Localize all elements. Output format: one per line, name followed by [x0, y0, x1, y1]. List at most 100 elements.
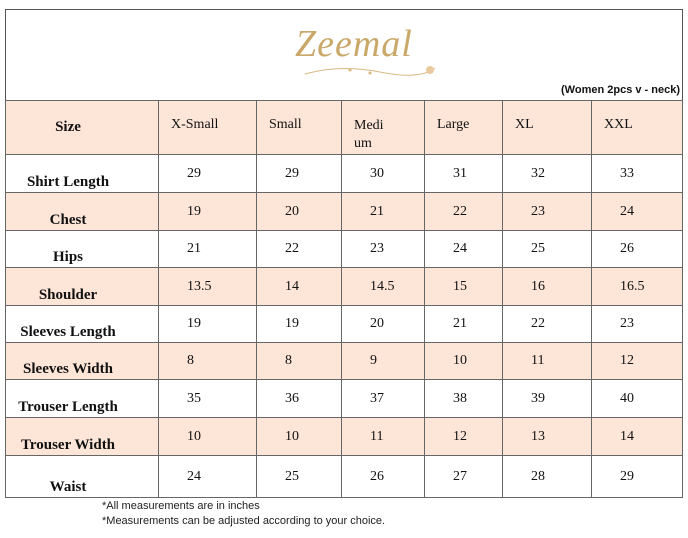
- cell-text: 23: [531, 203, 545, 219]
- cell-text: 13: [531, 428, 545, 444]
- cell-text: 8: [187, 353, 194, 368]
- value-cell: 29: [592, 456, 683, 498]
- value-cell: 35: [159, 380, 257, 418]
- cell-text: 24: [620, 203, 634, 219]
- cell-text: 32: [531, 165, 545, 181]
- value-cell: 23: [592, 306, 683, 343]
- cell-text: 29: [285, 165, 299, 181]
- value-cell: 16.5: [592, 268, 683, 306]
- row-label: Shoulder: [5, 268, 159, 306]
- value-cell: 22: [257, 231, 342, 268]
- value-cell: 11: [503, 343, 592, 380]
- cell-text: 27: [453, 468, 467, 484]
- value-cell: 21: [425, 306, 503, 343]
- cell-text: 11: [531, 353, 545, 368]
- cell-text: 35: [187, 390, 201, 406]
- cell-text: 36: [285, 390, 299, 406]
- cell-text: 24: [453, 241, 467, 256]
- row-label: Sleeves Width: [5, 343, 159, 380]
- value-cell: 36: [257, 380, 342, 418]
- cell-text: X-Small: [171, 117, 219, 132]
- value-cell: 19: [257, 306, 342, 343]
- value-cell: 21: [159, 231, 257, 268]
- value-cell: 31: [425, 155, 503, 193]
- cell-text: 29: [620, 468, 634, 484]
- cell-text: 14: [285, 278, 299, 294]
- cell-text: 10: [453, 353, 467, 368]
- value-cell: 10: [159, 418, 257, 456]
- row-label: Chest: [5, 193, 159, 231]
- header-cell: Medium: [342, 100, 425, 155]
- cell-text: 31: [453, 165, 467, 181]
- cell-text: 30: [370, 165, 384, 181]
- header-cell: XL: [503, 100, 592, 155]
- value-cell: 30: [342, 155, 425, 193]
- value-cell: 19: [159, 193, 257, 231]
- cell-text: 23: [620, 316, 634, 331]
- cell-text: 22: [531, 316, 545, 331]
- cell-text: 16.5: [620, 278, 645, 294]
- cell-text: 20: [285, 203, 299, 219]
- cell-text: 21: [187, 241, 201, 256]
- cell-text: Chest: [49, 212, 87, 228]
- subtitle: (Women 2pcs v - neck): [561, 84, 680, 96]
- cell-text: 12: [453, 428, 467, 444]
- cell-text: 10: [187, 428, 201, 444]
- cell-text: 26: [620, 241, 634, 256]
- header-cell: X-Small: [159, 100, 257, 155]
- value-cell: 19: [159, 306, 257, 343]
- cell-text: Size: [55, 119, 81, 135]
- value-cell: 39: [503, 380, 592, 418]
- value-cell: 32: [503, 155, 592, 193]
- brand-logo: Zeemal: [295, 23, 413, 65]
- value-cell: 28: [503, 456, 592, 498]
- value-cell: 8: [159, 343, 257, 380]
- cell-text: 40: [620, 390, 634, 406]
- value-cell: 27: [425, 456, 503, 498]
- cell-text: 19: [285, 316, 299, 331]
- header-cell: Small: [257, 100, 342, 155]
- cell-text: 22: [285, 241, 299, 256]
- value-cell: 38: [425, 380, 503, 418]
- row-label: Trouser Length: [5, 380, 159, 418]
- cell-text: 37: [370, 390, 384, 406]
- cell-text: Trouser Length: [18, 399, 118, 415]
- value-cell: 25: [257, 456, 342, 498]
- value-cell: 13.5: [159, 268, 257, 306]
- value-cell: 22: [425, 193, 503, 231]
- cell-text: 28: [531, 468, 545, 484]
- value-cell: 26: [342, 456, 425, 498]
- cell-text: Shoulder: [38, 287, 98, 303]
- value-cell: 24: [425, 231, 503, 268]
- row-label: Sleeves Length: [5, 306, 159, 343]
- cell-text: XL: [515, 117, 534, 132]
- cell-text: Shirt Length: [26, 174, 110, 190]
- row-label: Shirt Length: [5, 155, 159, 193]
- header-cell: Large: [425, 100, 503, 155]
- value-cell: 25: [503, 231, 592, 268]
- cell-text: 26: [370, 468, 384, 484]
- cell-text: 21: [370, 203, 384, 219]
- value-cell: 24: [592, 193, 683, 231]
- header-cell: XXL: [592, 100, 683, 155]
- value-cell: 16: [503, 268, 592, 306]
- cell-text: 9: [370, 353, 377, 368]
- value-cell: 23: [342, 231, 425, 268]
- row-label: Trouser Width: [5, 418, 159, 456]
- value-cell: 10: [257, 418, 342, 456]
- cell-text: XXL: [604, 117, 633, 132]
- cell-text: Large: [437, 117, 470, 132]
- cell-text: 13.5: [187, 278, 212, 294]
- value-cell: 29: [257, 155, 342, 193]
- cell-text: 29: [187, 165, 201, 181]
- note: *All measurements are in inches: [102, 500, 260, 512]
- value-cell: 10: [425, 343, 503, 380]
- value-cell: 23: [503, 193, 592, 231]
- value-cell: 40: [592, 380, 683, 418]
- cell-text: 39: [531, 390, 545, 406]
- cell-text: 14: [620, 428, 634, 444]
- cell-text: Medium: [354, 118, 384, 151]
- value-cell: 11: [342, 418, 425, 456]
- value-cell: 20: [257, 193, 342, 231]
- logo-flourish: [304, 66, 436, 76]
